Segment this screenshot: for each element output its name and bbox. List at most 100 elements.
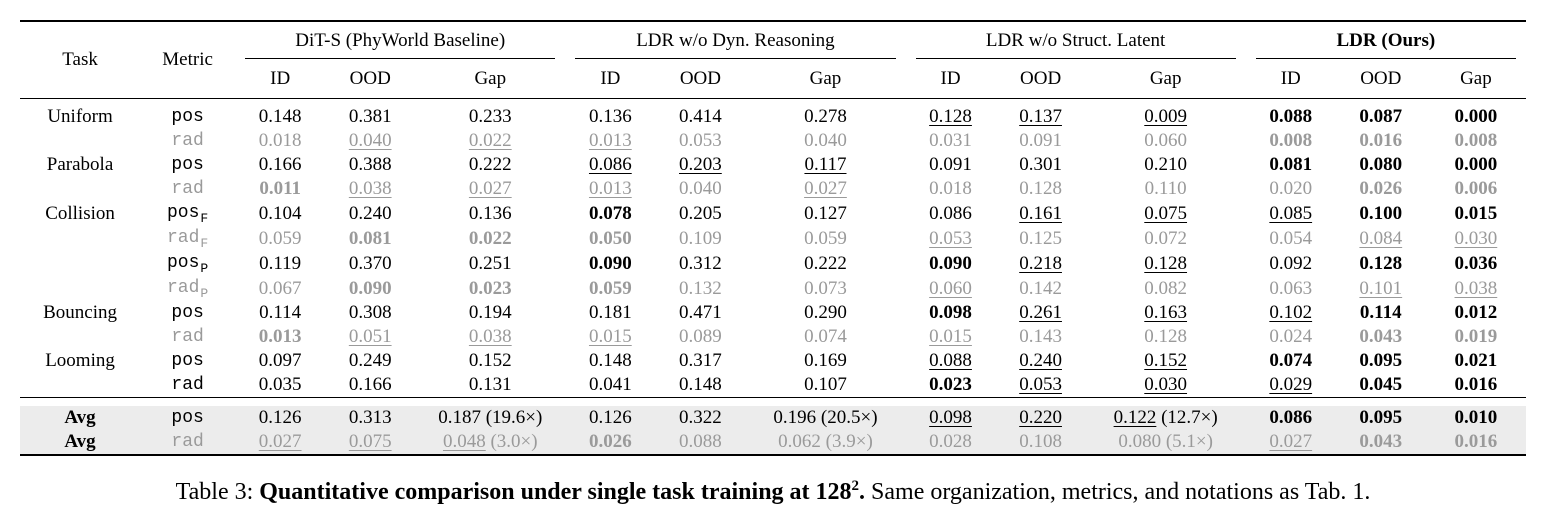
value: 0.142 bbox=[1019, 277, 1062, 299]
value: 0.067 bbox=[258, 277, 302, 299]
task-cell bbox=[20, 373, 140, 398]
value: 0.016 bbox=[1454, 431, 1498, 452]
value-cell: 0.220 bbox=[995, 406, 1086, 430]
value-cell: 0.205 bbox=[655, 201, 745, 226]
value-cell: 0.012 bbox=[1426, 301, 1526, 325]
metric-name: pos bbox=[167, 253, 200, 273]
value-cell: 0.152 bbox=[1086, 349, 1246, 373]
value-cell: 0.090 bbox=[906, 251, 996, 276]
value: 0.043 bbox=[1359, 326, 1403, 347]
value: 0.009 bbox=[1144, 106, 1188, 127]
value: 0.249 bbox=[348, 350, 392, 371]
value: 0.104 bbox=[258, 202, 302, 224]
value-cell: 0.013 bbox=[565, 177, 655, 201]
value: 0.073 bbox=[804, 277, 847, 299]
task-cell: Avg bbox=[20, 430, 141, 455]
metric-cell: rad bbox=[140, 325, 235, 349]
header-group-3: LDR (Ours) bbox=[1336, 30, 1436, 51]
value: 0.021 bbox=[1454, 350, 1498, 371]
value-cell: 0.040 bbox=[325, 129, 415, 153]
value: 0.143 bbox=[1019, 326, 1062, 347]
value: 0.098 bbox=[929, 302, 972, 323]
value: 0.072 bbox=[1144, 227, 1188, 249]
metric-cell: pos bbox=[140, 105, 235, 129]
header-id-0: ID bbox=[270, 68, 291, 89]
value-cell: 0.163 bbox=[1086, 301, 1246, 325]
header-ood-0: OOD bbox=[349, 68, 391, 89]
value-cell: 0.381 bbox=[325, 105, 415, 129]
value-cell: 0.102 bbox=[1246, 301, 1336, 325]
value-cell: 0.317 bbox=[655, 349, 745, 373]
value: 0.233 bbox=[468, 106, 512, 127]
task-cell bbox=[20, 226, 140, 251]
value: 0.095 bbox=[1359, 407, 1403, 428]
value-cell: 0.125 bbox=[996, 226, 1086, 251]
gap-ratio: (20.5×) bbox=[820, 407, 878, 428]
value: 0.000 bbox=[1454, 106, 1498, 127]
value: 0.090 bbox=[588, 252, 632, 274]
caption-rest: Same organization, metrics, and notation… bbox=[865, 479, 1371, 505]
value: 0.016 bbox=[1359, 130, 1403, 151]
value-cell: 0.119 bbox=[235, 251, 325, 276]
task-cell bbox=[20, 325, 140, 349]
metric-name: pos bbox=[171, 155, 204, 175]
value-cell: 0.053 bbox=[655, 129, 745, 153]
value-cell: 0.030 bbox=[1086, 373, 1246, 398]
value-cell: 0.015 bbox=[1426, 201, 1526, 226]
value-cell: 0.117 bbox=[745, 153, 905, 177]
value-cell: 0.038 bbox=[415, 325, 565, 349]
value-cell: 0.078 bbox=[565, 201, 655, 226]
value-cell: 0.233 bbox=[415, 105, 565, 129]
table-row: rad 0.018 0.040 0.022 0.013 0.053 0.040 0.031 0.… bbox=[20, 129, 1526, 153]
value-cell: 0.196 (20.5×) bbox=[745, 406, 906, 430]
value: 0.317 bbox=[679, 350, 722, 371]
value-cell: 0.122 (12.7×) bbox=[1085, 406, 1246, 430]
value-cell: 0.000 bbox=[1426, 153, 1526, 177]
value-cell: 0.261 bbox=[996, 301, 1086, 325]
value: 0.027 bbox=[804, 178, 847, 199]
value: 0.086 bbox=[588, 154, 632, 175]
value-cell: 0.013 bbox=[235, 325, 325, 349]
value-cell: 0.137 bbox=[996, 105, 1086, 129]
value: 0.322 bbox=[679, 407, 722, 428]
value: 0.388 bbox=[348, 154, 392, 175]
value: 0.148 bbox=[679, 374, 722, 395]
value-cell: 0.278 bbox=[745, 105, 905, 129]
value-cell: 0.053 bbox=[906, 226, 996, 251]
value-cell: 0.082 bbox=[1086, 276, 1246, 301]
value: 0.132 bbox=[679, 277, 722, 299]
value: 0.053 bbox=[929, 227, 972, 249]
value-cell: 0.008 bbox=[1246, 129, 1336, 153]
value-cell: 0.022 bbox=[415, 226, 565, 251]
metric-cell: posF bbox=[140, 201, 235, 226]
metric-name: rad bbox=[171, 375, 204, 395]
metric-cell: posP bbox=[140, 251, 235, 276]
value-cell: 0.290 bbox=[745, 301, 905, 325]
avg-rule bbox=[20, 397, 1526, 406]
value-cell: 0.085 bbox=[1246, 201, 1336, 226]
header-rule bbox=[20, 98, 1526, 105]
value-cell: 0.084 bbox=[1336, 226, 1426, 251]
value: 0.370 bbox=[348, 252, 392, 274]
caption-base: 128 bbox=[815, 479, 852, 505]
value: 0.030 bbox=[1454, 227, 1498, 249]
value-cell: 0.008 bbox=[1426, 129, 1526, 153]
value-cell: 0.126 bbox=[235, 406, 326, 430]
metric-name: rad bbox=[167, 278, 200, 298]
avg-row: Avg rad 0.027 0.075 0.048 (3.0×) 0.026 0.088 0.… bbox=[20, 430, 1526, 455]
value: 0.022 bbox=[468, 130, 512, 151]
value-cell: 0.023 bbox=[415, 276, 565, 301]
value: 0.030 bbox=[1144, 374, 1188, 395]
value: 0.059 bbox=[258, 227, 302, 249]
value: 0.015 bbox=[929, 326, 972, 347]
header-row-columns: ID OOD Gap ID OOD Gap ID OOD Gap ID OOD Gap bbox=[20, 60, 1526, 99]
value-cell: 0.040 bbox=[745, 129, 905, 153]
gap-ratio: (3.0×) bbox=[490, 431, 538, 452]
value-cell: 0.015 bbox=[565, 325, 655, 349]
bottom-rule bbox=[20, 454, 1526, 457]
value: 0.102 bbox=[1269, 302, 1313, 323]
value: 0.080 bbox=[1359, 154, 1403, 175]
value: 0.027 bbox=[1269, 431, 1313, 452]
value-cell: 0.020 bbox=[1246, 177, 1336, 201]
header-gap-3: Gap bbox=[1460, 68, 1492, 89]
